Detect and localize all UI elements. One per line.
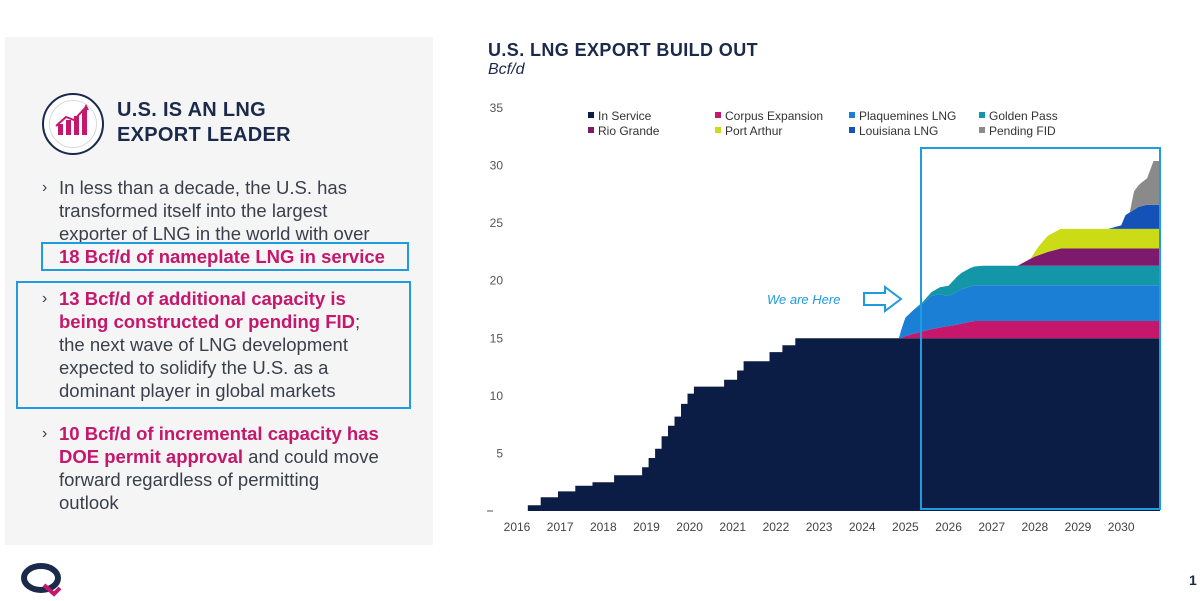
y-tick-label: 10 <box>490 389 504 403</box>
series-area-in-service <box>517 338 1160 511</box>
bullet-1-line4: 18 Bcf/d of nameplate LNG in service <box>59 246 385 267</box>
panel-title-line1: U.S. IS AN LNG <box>117 99 267 121</box>
bullet-chevron-icon: › <box>42 290 48 307</box>
x-tick-label: 2030 <box>1108 520 1135 534</box>
annotation-arrow-icon <box>863 285 903 313</box>
bullet-2-line4: expected to solidify the U.S. as a <box>59 357 329 378</box>
y-tick-label: 30 <box>490 159 504 173</box>
legend-swatch <box>715 112 721 118</box>
legend-label: Louisiana LNG <box>859 124 938 138</box>
legend-label: Rio Grande <box>598 124 660 138</box>
legend-label: Corpus Expansion <box>725 109 823 123</box>
page-number: 1 <box>1189 572 1197 588</box>
annotation-we-are-here: We are Here <box>767 292 840 307</box>
legend-label: Plaquemines LNG <box>859 109 956 123</box>
legend-swatch <box>979 112 985 118</box>
bullet-1-line1: In less than a decade, the U.S. has <box>59 177 347 198</box>
bar-chart-icon <box>55 104 89 135</box>
bullet-3-line2-highlight: DOE permit approval <box>59 446 244 467</box>
chart-y-unit: Bcf/d <box>488 61 525 78</box>
x-tick-label: 2019 <box>633 520 660 534</box>
bullet-2-line1: 13 Bcf/d of additional capacity is <box>59 288 346 309</box>
x-tick-label: 2029 <box>1065 520 1092 534</box>
bullet-3-line2-rest: and could move <box>243 446 379 467</box>
series-area-plaquemines-lng <box>517 285 1160 511</box>
bullet-3-line4: outlook <box>59 492 119 513</box>
bullet-2-line5: dominant player in global markets <box>59 380 336 401</box>
chart-title: U.S. LNG EXPORT BUILD OUT <box>488 40 759 60</box>
x-tick-label: 2028 <box>1022 520 1049 534</box>
x-tick-label: 2022 <box>763 520 790 534</box>
bullet-3: › 10 Bcf/d of incremental capacity has D… <box>42 422 379 514</box>
bullet-1-line2: transformed itself into the largest <box>59 200 328 221</box>
legend-swatch <box>588 127 594 133</box>
bullet-2-line2-highlight: being constructed or pending FID <box>59 311 355 332</box>
legend-label: Port Arthur <box>725 124 782 138</box>
legend-swatch <box>979 127 985 133</box>
bullet-1-line3: exporter of LNG in the world with over <box>59 223 370 244</box>
bullet-1: › In less than a decade, the U.S. has tr… <box>42 176 385 268</box>
future-period-box <box>920 147 1161 510</box>
highlight-box-in-service <box>41 242 409 271</box>
y-tick-label: 35 <box>490 101 504 115</box>
x-tick-label: 2024 <box>849 520 876 534</box>
y-tick-label: 25 <box>490 216 504 230</box>
chart-growth-badge <box>42 93 104 155</box>
legend-swatch <box>849 112 855 118</box>
x-tick-label: 2025 <box>892 520 919 534</box>
bullet-3-line3: forward regardless of permitting <box>59 469 320 490</box>
x-tick-label: 2020 <box>676 520 703 534</box>
y-tick-label: 5 <box>496 446 503 460</box>
y-tick-label: 15 <box>490 331 504 345</box>
company-logo <box>21 563 62 597</box>
bullet-chevron-icon: › <box>42 425 48 442</box>
panel-title: U.S. IS AN LNG EXPORT LEADER <box>117 98 417 148</box>
badge-inner-ring <box>49 100 97 148</box>
bullet-3-line1: 10 Bcf/d of incremental capacity has <box>59 423 379 444</box>
legend-swatch <box>715 127 721 133</box>
x-tick-label: 2018 <box>590 520 617 534</box>
bullet-chevron-icon: › <box>42 179 48 196</box>
bullet-2-line3: the next wave of LNG development <box>59 334 348 355</box>
x-tick-label: 2027 <box>978 520 1005 534</box>
x-tick-label: 2023 <box>806 520 833 534</box>
x-tick-label: 2021 <box>719 520 746 534</box>
bullet-2-line2-rest: ; <box>355 311 361 332</box>
x-tick-label: 2026 <box>935 520 962 534</box>
legend-swatch <box>849 127 855 133</box>
y-tick-label: 20 <box>490 274 504 288</box>
x-tick-label: 2017 <box>547 520 574 534</box>
panel-title-line2: EXPORT LEADER <box>117 124 291 146</box>
legend-label: In Service <box>598 109 652 123</box>
legend-swatch <box>588 112 594 118</box>
bullet-2: › 13 Bcf/d of additional capacity is bei… <box>42 287 361 402</box>
legend-label: Pending FID <box>989 124 1056 138</box>
legend-label: Golden Pass <box>989 109 1058 123</box>
x-tick-label: 2016 <box>504 520 531 534</box>
highlight-box-additional-capacity <box>16 281 411 409</box>
